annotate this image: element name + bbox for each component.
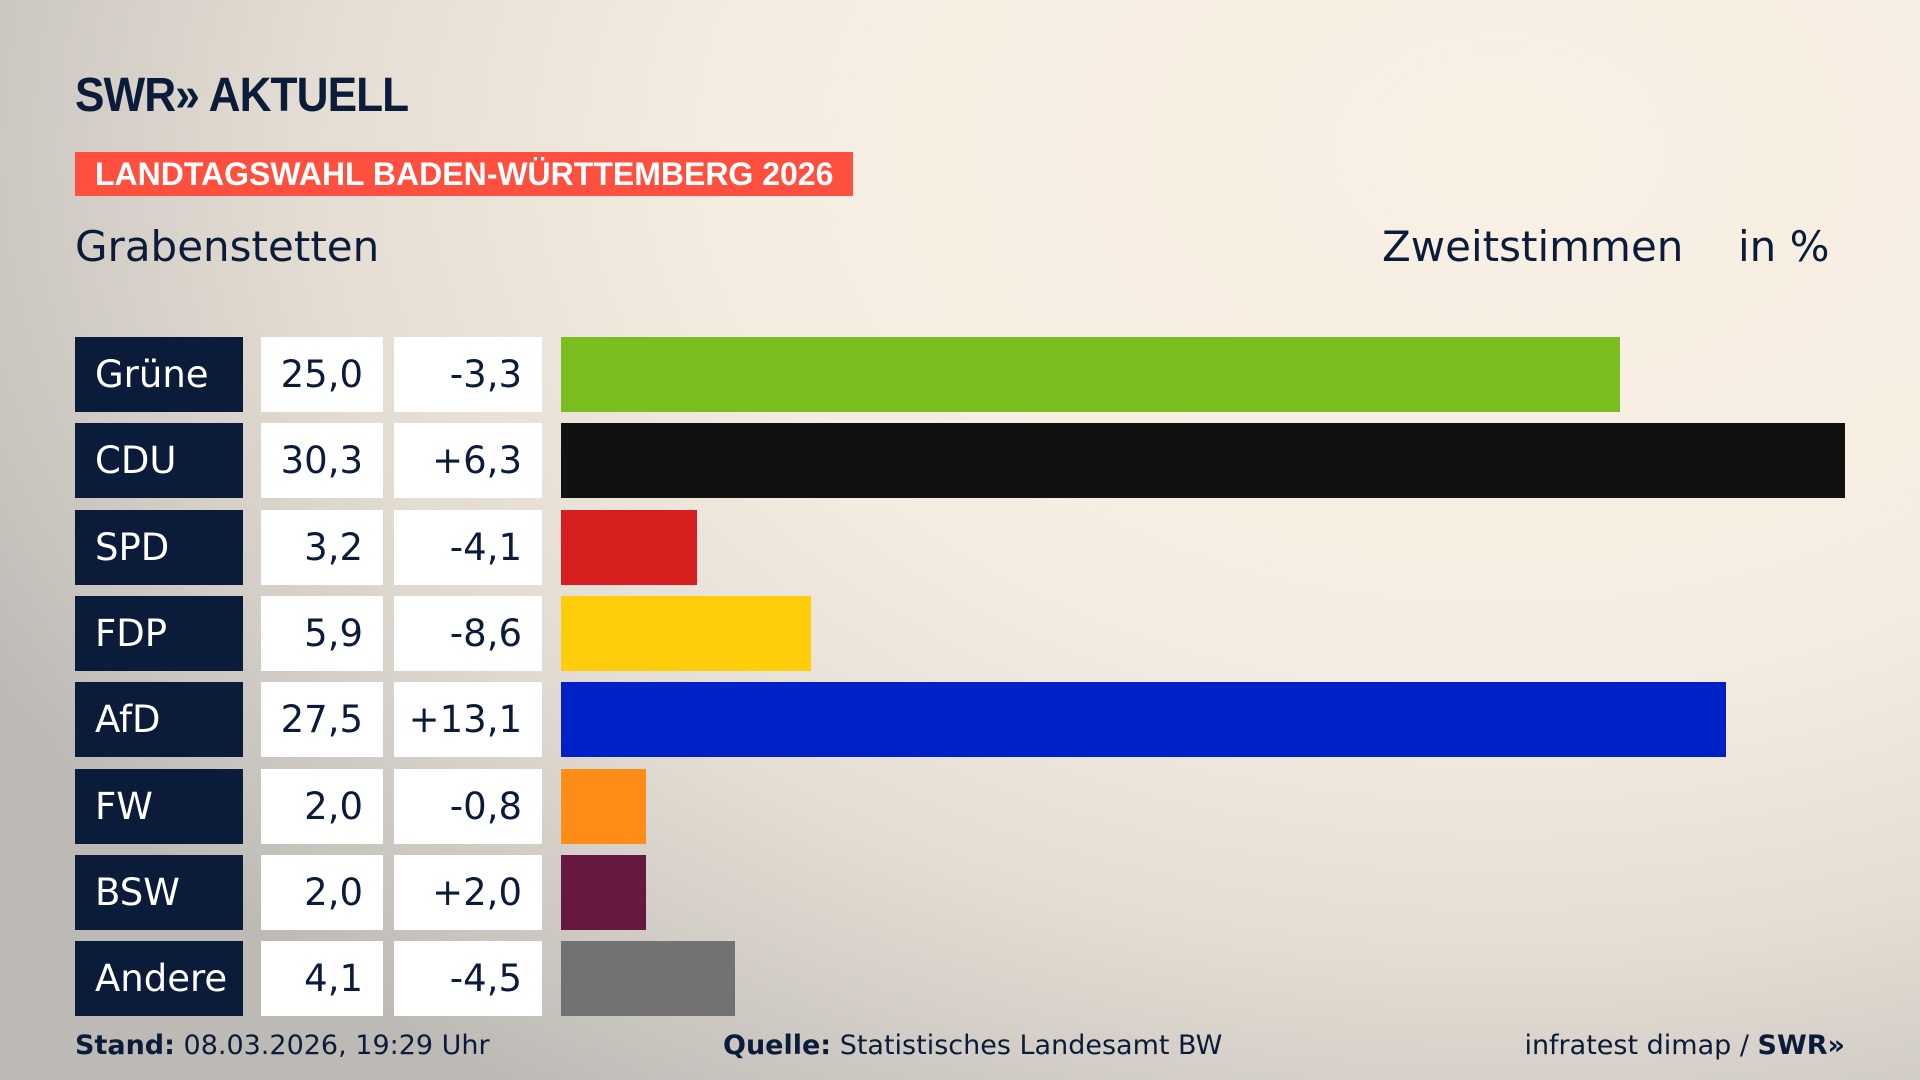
bar: [561, 941, 735, 1017]
party-label: CDU: [75, 423, 243, 499]
stand-value: 08.03.2026, 19:29 Uhr: [183, 1030, 490, 1061]
swr-logo: SWR»: [1757, 1030, 1845, 1061]
source-label: Quelle:: [723, 1030, 832, 1061]
change-label: -4,5: [394, 941, 542, 1017]
bar: [561, 854, 646, 930]
change-label: -8,6: [394, 595, 542, 671]
source-value: Statistisches Landesamt BW: [839, 1030, 1223, 1061]
party-label: Andere: [75, 941, 243, 1017]
value-label: 5,9: [261, 595, 383, 671]
value-label: 2,0: [261, 854, 383, 930]
party-label: SPD: [75, 509, 243, 585]
bar: [561, 337, 1621, 412]
value-label: 3,2: [261, 509, 383, 585]
value-label: 2,0: [261, 768, 383, 844]
party-label: AfD: [75, 682, 243, 758]
party-label: BSW: [75, 854, 243, 930]
party-label: FDP: [75, 595, 243, 671]
value-label: 30,3: [261, 423, 383, 499]
bar: [561, 682, 1727, 758]
change-label: -3,3: [394, 337, 542, 412]
credit-info: infratest dimap / SWR»: [1524, 1030, 1845, 1061]
credit-text: infratest dimap /: [1524, 1030, 1758, 1061]
place-title: Grabenstetten: [75, 222, 380, 271]
source-info: Quelle: Statistisches Landesamt BW: [723, 1030, 1222, 1061]
unit-label: in %: [1738, 222, 1830, 271]
value-label: 4,1: [261, 941, 383, 1017]
value-label: 27,5: [261, 682, 383, 758]
vote-type-label: Zweitstimmen: [1382, 222, 1684, 271]
change-label: +6,3: [394, 423, 542, 499]
swr-aktuell-logo: SWR» AKTUELL: [75, 69, 409, 122]
party-label: FW: [75, 768, 243, 844]
change-label: -0,8: [394, 768, 542, 844]
stand-label: Stand:: [75, 1030, 175, 1061]
change-label: +2,0: [394, 854, 542, 930]
party-label: Grüne: [75, 337, 243, 412]
change-label: -4,1: [394, 509, 542, 585]
value-label: 25,0: [261, 337, 383, 412]
bar: [561, 595, 812, 671]
bar: [561, 768, 646, 844]
election-banner: LANDTAGSWAHL BADEN-WÜRTTEMBERG 2026: [75, 152, 854, 196]
stand-info: Stand: 08.03.2026, 19:29 Uhr: [75, 1030, 490, 1061]
bar: [561, 509, 697, 585]
change-label: +13,1: [394, 682, 542, 758]
bar: [561, 423, 1845, 499]
